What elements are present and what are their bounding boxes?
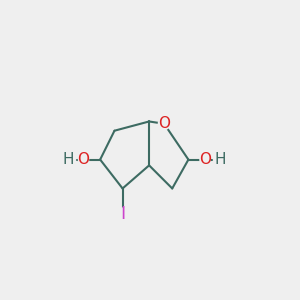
Circle shape (63, 154, 74, 165)
Text: O: O (77, 152, 89, 167)
Circle shape (78, 154, 88, 165)
Circle shape (158, 118, 170, 130)
Circle shape (117, 208, 128, 220)
Text: I: I (120, 205, 125, 223)
Text: H: H (214, 152, 226, 167)
Circle shape (215, 154, 225, 165)
Circle shape (200, 154, 210, 165)
Text: H: H (63, 152, 74, 167)
Text: O: O (158, 116, 170, 131)
Text: O: O (199, 152, 211, 167)
